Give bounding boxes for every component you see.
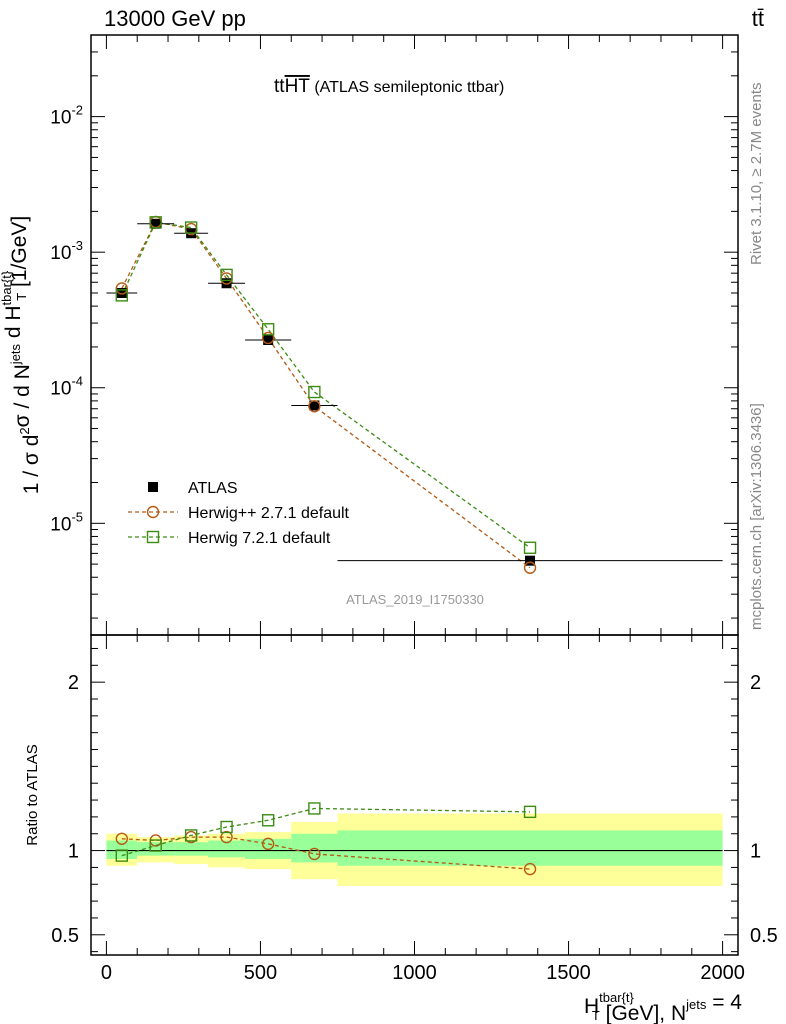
main-panel: 10-5 10-4 10-3 10-2 ATLAS Herwig++ 2.7.1 defa… <box>0 34 739 636</box>
ratio-point-series-1 <box>261 814 275 827</box>
ratio-y-tick-label: 2 <box>68 672 79 694</box>
ratio-point-series-1 <box>220 820 233 834</box>
ratio-point-series-0 <box>261 837 275 851</box>
header-right-label: tt̄ <box>751 6 764 31</box>
ratio-y-tick-label-right: 1 <box>750 841 761 863</box>
x-tick-label: 0 <box>101 962 112 984</box>
data-point-series-1 <box>115 282 129 295</box>
ratio-plot-frame <box>90 634 739 956</box>
x-tick-label: 1000 <box>392 962 437 984</box>
data-point-series-0 <box>309 400 320 411</box>
x-tick-label: 2000 <box>700 962 745 984</box>
x-axis-label: Htbar{t} T [GeV], Njets = 4 <box>584 990 742 1024</box>
data-point-series-1 <box>308 400 321 413</box>
data-point-series-2 <box>523 541 537 554</box>
ratio-y-tick-label-right: 2 <box>750 672 761 694</box>
y-tick-label: 10-4 <box>50 374 83 400</box>
data-point-series-0 <box>263 335 274 346</box>
data-point-series-2 <box>220 268 233 282</box>
data-point-series-2 <box>184 221 198 234</box>
stat-uncertainty-band <box>337 830 723 866</box>
header-left-label: 13000 GeV pp <box>104 6 246 31</box>
y-tick-label: 10-2 <box>50 103 83 129</box>
stat-uncertainty-band <box>137 842 175 856</box>
legend-label: Herwig++ 2.7.1 default <box>188 505 350 522</box>
x-tick-label: 500 <box>244 962 277 984</box>
ratio-y-axis-label: Ratio to ATLAS <box>24 744 41 845</box>
data-point-series-2 <box>115 289 129 302</box>
plot-title: ttHT (ATLAS semileptonic ttbar) <box>274 76 504 97</box>
data-point-series-0 <box>116 287 127 298</box>
ratio-point-series-1 <box>115 849 129 862</box>
ratio-point-series-0 <box>308 847 321 861</box>
y-axis-label: 1 / σ d2σ / d Njets d Htbar{t}T [1/GeV] <box>0 216 43 495</box>
ratio-y-tick-label-right: 0.5 <box>750 925 778 947</box>
stat-uncertainty-band <box>174 842 209 856</box>
ratio-point-series-0 <box>523 862 537 876</box>
series-line-2 <box>121 221 531 549</box>
ratio-point-series-1 <box>523 805 537 819</box>
data-point-series-2 <box>149 216 162 229</box>
ratio-point-series-0 <box>115 832 129 845</box>
ratio-point-series-1 <box>308 802 321 815</box>
ratio-y-tick-label: 0.5 <box>51 925 79 947</box>
legend-label: ATLAS <box>188 480 238 497</box>
y-tick-label: 10-3 <box>50 238 83 264</box>
ratio-series-line-1 <box>121 807 531 857</box>
legend-marker <box>148 482 158 492</box>
ratio-point-series-1 <box>184 829 198 842</box>
data-point-series-1 <box>523 561 537 574</box>
data-point-series-1 <box>261 331 275 345</box>
data-point-series-0 <box>525 555 536 566</box>
legend-marker <box>146 530 160 544</box>
data-point-series-2 <box>261 323 275 336</box>
legend-marker <box>146 505 160 519</box>
data-point-series-2 <box>308 385 321 399</box>
analysis-watermark: ATLAS_2019_I1750330 <box>346 592 484 607</box>
ratio-point-series-1 <box>149 839 162 852</box>
ratio-point-series-0 <box>220 830 233 844</box>
data-point-series-0 <box>221 278 232 289</box>
data-point-series-0 <box>150 218 161 229</box>
x-tick-label: 1500 <box>546 962 591 984</box>
ratio-y-tick-label: 1 <box>68 841 79 863</box>
y-tick-label: 10-5 <box>50 509 83 535</box>
legend-label: Herwig 7.2.1 default <box>188 530 331 547</box>
stat-uncertainty-band <box>208 840 246 858</box>
